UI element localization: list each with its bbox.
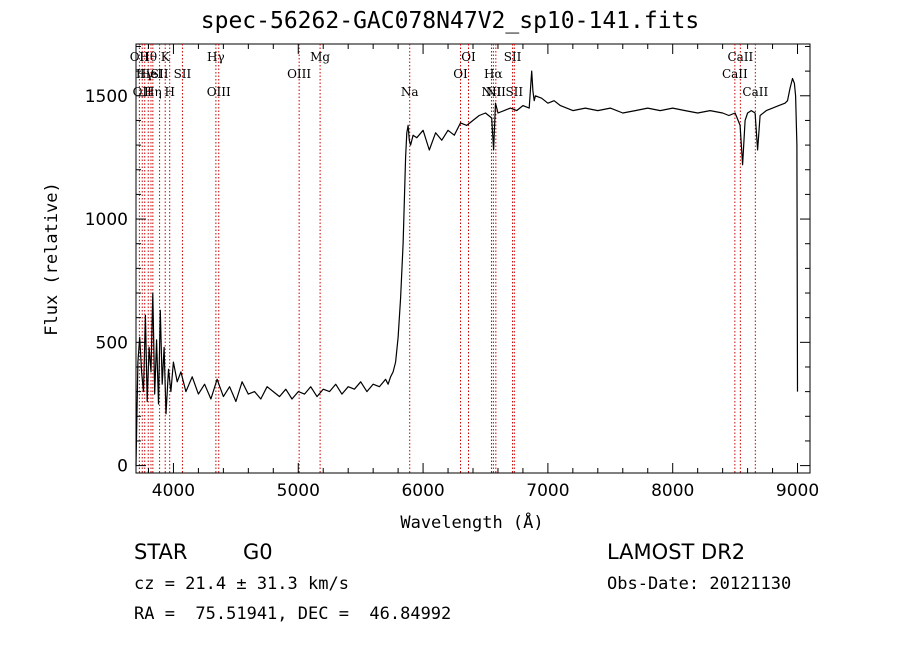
- x-tick-label-3: 7000: [526, 481, 569, 501]
- chart-title: spec-56262-GAC078N47V2_sp10-141.fits: [200, 8, 700, 34]
- line-label-0: OII: [130, 50, 150, 64]
- line-label-4: HeI: [140, 67, 163, 81]
- object-class: STAR: [134, 540, 188, 564]
- coords-text: RA = 75.51941, DEC = 46.84992: [134, 604, 452, 624]
- line-label-21: SII: [505, 85, 523, 99]
- line-label-14: Na: [401, 85, 419, 99]
- line-label-10: Hγ: [207, 50, 225, 64]
- line-label-6: SII: [151, 67, 169, 81]
- spectrum-series: [135, 70, 799, 466]
- x-tick-label-0: 4000: [152, 481, 195, 501]
- line-label-12: OIII: [287, 67, 311, 81]
- x-tick-label-4: 8000: [651, 481, 694, 501]
- plot-border: [135, 43, 811, 474]
- obs-date-text: Obs-Date: 20121130: [607, 574, 792, 594]
- x-tick-label-2: 6000: [401, 481, 444, 501]
- line-label-18: Hα: [484, 67, 503, 81]
- line-label-2: Hγ: [136, 67, 154, 81]
- line-label-22: CaII: [722, 67, 748, 81]
- redshift-text: cz = 21.4 ± 31.3 km/s: [134, 574, 349, 594]
- line-label-15: OI: [453, 67, 468, 81]
- y-tick-label-0: 0: [117, 457, 128, 477]
- line-label-19: NII: [486, 85, 506, 99]
- line-label-13: Mg: [310, 50, 330, 64]
- x-axis-label: Wavelength (Å): [400, 511, 543, 533]
- line-label-20: SII: [504, 50, 522, 64]
- spectrum-line-0: [135, 70, 799, 466]
- line-label-23: CaII: [727, 50, 753, 64]
- axis-ticks: 4000 5000 6000 7000 8000 9000 0 500 1000 1500: [85, 44, 819, 501]
- line-label-5: Hη: [144, 85, 162, 99]
- x-tick-label-5: 9000: [776, 481, 819, 501]
- line-label-11: OIII: [207, 85, 231, 99]
- y-tick-label-1: 500: [96, 333, 128, 353]
- y-axis-label: Flux (relative): [42, 182, 62, 336]
- survey-name: LAMOST DR2: [607, 540, 746, 564]
- emission-line-markers: [138, 44, 756, 473]
- line-label-9: SII: [174, 67, 192, 81]
- line-label-8: H: [164, 85, 174, 99]
- subclass: G0: [243, 540, 273, 564]
- line-label-16: OI: [461, 50, 476, 64]
- line-label-1: OII: [133, 85, 153, 99]
- line-label-7: K: [161, 50, 171, 64]
- line-label-3: Hθ: [139, 50, 157, 64]
- plot-frame: [135, 43, 811, 474]
- line-labels: OIIOIIHγHθHeIHηSIIKHSIIHγOIIIOIIIMgNaOIO…: [130, 50, 769, 99]
- y-tick-label-3: 1500: [85, 87, 128, 107]
- line-label-17: NII: [481, 85, 501, 99]
- line-label-24: CaII: [742, 85, 768, 99]
- x-tick-label-1: 5000: [277, 481, 320, 501]
- y-tick-label-2: 1000: [85, 210, 128, 230]
